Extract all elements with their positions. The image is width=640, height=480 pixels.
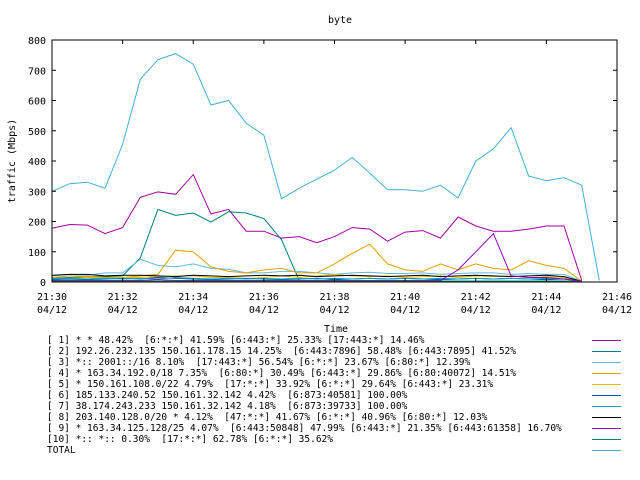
y-tick-label: 800: [28, 36, 46, 47]
legend-item: [ 4] * 163.34.192.0/18 7.35% [6:80:*] 30…: [47, 368, 637, 379]
x-tick-label-date: 04/12: [108, 305, 138, 316]
x-tick-label-date: 04/12: [602, 305, 632, 316]
legend-item: TOTAL: [47, 445, 637, 456]
legend-item: [ 9] * 163.34.125.128/25 4.07% [6:443:50…: [47, 423, 637, 434]
x-tick-label-time: 21:40: [390, 292, 420, 303]
legend-swatch: [592, 384, 621, 385]
series-line-8: [51, 273, 582, 282]
legend-label: [ 3] *:: 2001::/16 8.10% [17:443:*] 56.5…: [47, 357, 471, 368]
legend-swatch: [592, 428, 621, 429]
x-tick-label-time: 21:30: [37, 292, 67, 303]
series-line-5: [51, 273, 582, 282]
legend-item: [ 7] 38.174.243.233 150.161.32.142 4.18%…: [47, 401, 637, 412]
legend-swatch: [592, 450, 621, 451]
y-tick-label: 700: [28, 66, 46, 77]
legend-label: [ 5] * 150.161.108.0/22 4.79% [17:*:*] 3…: [47, 379, 494, 390]
legend-swatch: [592, 362, 621, 363]
legend-item: [ 3] *:: 2001::/16 8.10% [17:443:*] 56.5…: [47, 357, 637, 368]
x-axis-label: Time: [324, 324, 348, 335]
legend-swatch: [592, 395, 621, 396]
legend-swatch: [592, 351, 621, 352]
legend-item: [10] *:: *:: 0.30% [17:*:*] 62.78% [6:*:…: [47, 434, 637, 445]
series-line-4: [51, 243, 582, 282]
legend-item: [ 2] 192.26.232.135 150.161.178.15 14.25…: [47, 346, 637, 357]
series-line-2: [51, 208, 582, 282]
x-tick-label-time: 21:44: [531, 292, 561, 303]
y-tick-label: 300: [28, 187, 46, 198]
x-tick-label-time: 21:38: [319, 292, 349, 303]
x-tick-label-date: 04/12: [461, 305, 491, 316]
legend-swatch: [592, 373, 621, 374]
plot-frame: [51, 39, 618, 283]
series-line-7: [51, 276, 582, 282]
x-tick-label-date: 04/12: [37, 305, 67, 316]
legend-swatch: [592, 417, 621, 418]
legend-item: [ 5] * 150.161.108.0/22 4.79% [17:*:*] 3…: [47, 379, 637, 390]
x-tick-label-date: 04/12: [531, 305, 561, 316]
x-tick-label-date: 04/12: [178, 305, 208, 316]
legend-label: [ 8] 203.140.128.0/20 * 4.12% [47:*:*] 4…: [47, 412, 488, 423]
x-tick-label-time: 21:36: [249, 292, 279, 303]
y-ticks: 0 100 200 300 400 500 600 700 800: [28, 36, 617, 289]
series-line-10: [52, 280, 582, 283]
x-tick-label-date: 04/12: [249, 305, 279, 316]
x-ticks: 21:30 04/12 21:32 04/12 21:34 04/12 21:36 04/12…: [37, 40, 632, 316]
x-tick-label-time: 21:46: [602, 292, 632, 303]
legend-label: [ 2] 192.26.232.135 150.161.178.15 14.25…: [47, 346, 516, 357]
legend-swatch: [592, 406, 621, 407]
series-line-1: [51, 173, 583, 281]
series-line-11: [51, 53, 600, 281]
legend-label: [ 1] * * 48.42% [6:*:*] 41.59% [6:443:*]…: [47, 335, 425, 346]
legend-label: [ 9] * 163.34.125.128/25 4.07% [6:443:50…: [47, 423, 562, 434]
legend-item: [ 6] 185.133.240.52 150.161.32.142 4.42%…: [47, 390, 637, 401]
legend-label: [ 4] * 163.34.192.0/18 7.35% [6:80:*] 30…: [47, 368, 516, 379]
legend-label: [ 6] 185.133.240.52 150.161.32.142 4.42%…: [47, 390, 408, 401]
y-axis-label: traffic (Mbps): [7, 119, 18, 203]
legend-item: [ 1] * * 48.42% [6:*:*] 41.59% [6:443:*]…: [47, 335, 637, 346]
y-tick-label: 100: [28, 248, 46, 259]
legend-item: [ 8] 203.140.128.0/20 * 4.12% [47:*:*] 4…: [47, 412, 637, 423]
series-line-9: [52, 232, 582, 282]
legend-swatch: [592, 439, 621, 440]
legend-label: TOTAL: [47, 445, 76, 456]
legend-swatch: [592, 340, 621, 341]
x-tick-label-date: 04/12: [390, 305, 420, 316]
x-tick-label-time: 21:42: [461, 292, 491, 303]
y-tick-label: 0: [40, 278, 46, 289]
x-tick-label-date: 04/12: [319, 305, 349, 316]
y-tick-label: 400: [28, 157, 46, 168]
y-tick-label: 500: [28, 127, 46, 138]
chart: byte 0 100 200 300 400 500 600 700 800 21:30 04/1…: [7, 15, 632, 335]
x-tick-label-time: 21:32: [108, 292, 138, 303]
legend-label: [10] *:: *:: 0.30% [17:*:*] 62.78% [6:*:…: [47, 434, 333, 445]
plot-lines: [51, 53, 600, 283]
y-tick-label: 200: [28, 218, 46, 229]
chart-title: byte: [328, 15, 352, 26]
x-tick-label-time: 21:34: [178, 292, 208, 303]
legend-label: [ 7] 38.174.243.233 150.161.32.142 4.18%…: [47, 401, 408, 412]
y-tick-label: 600: [28, 97, 46, 108]
